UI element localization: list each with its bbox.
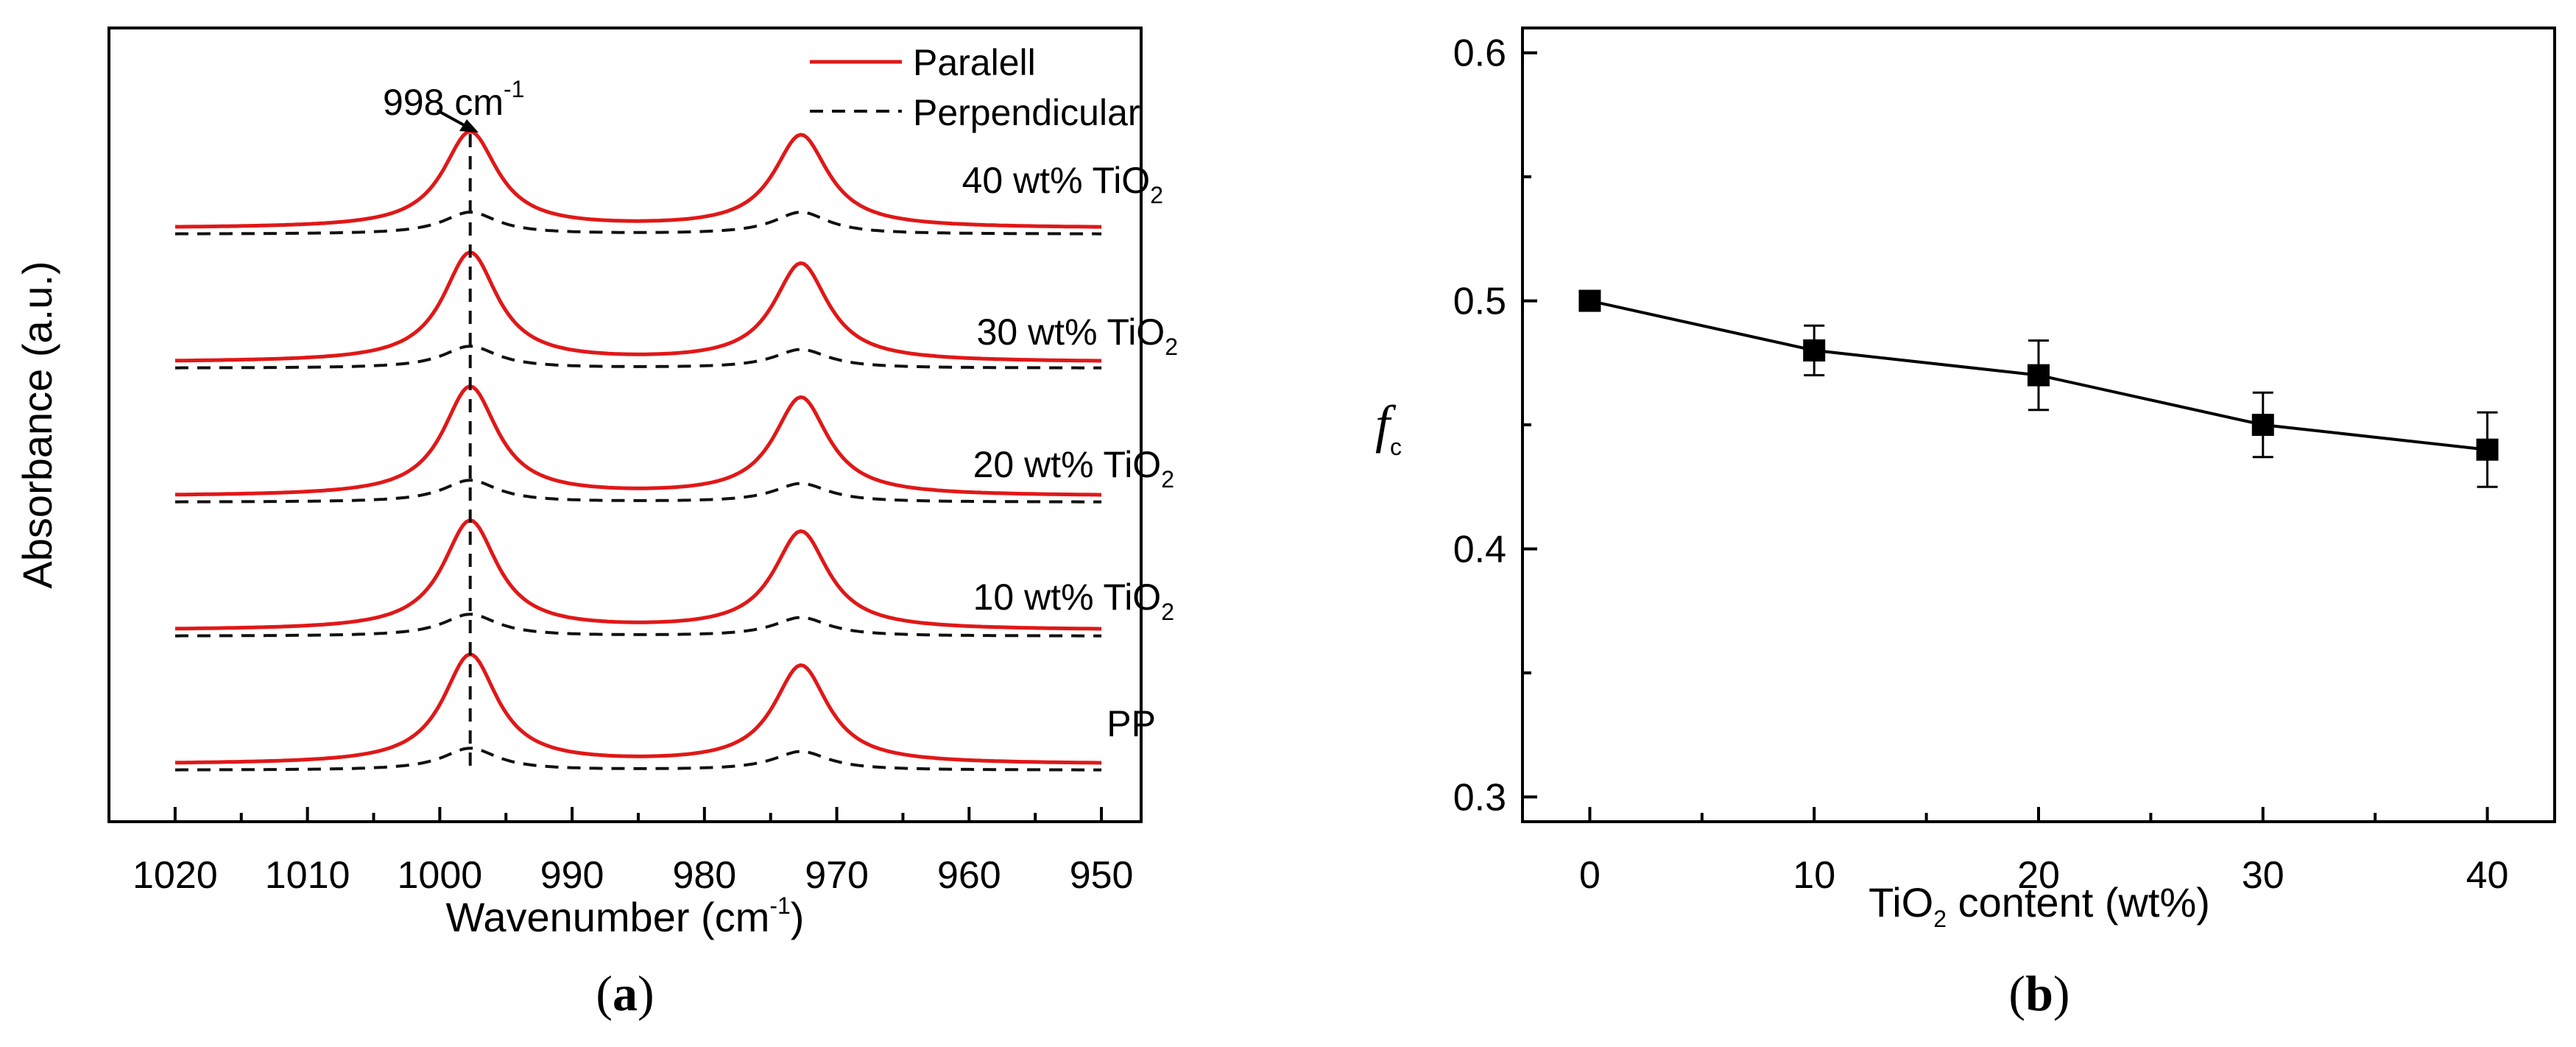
panel-b-x-title-post: content (wt%) [1947, 879, 2210, 926]
panel-b-y-tick-label: 0.3 [1453, 776, 1506, 819]
panel-b-data [1578, 289, 2499, 488]
panel-a-x-tick-label: 1010 [265, 854, 350, 897]
legend-paralell-label: Paralell [913, 42, 1036, 83]
perpendicular-curve [174, 345, 1102, 370]
panel-a-x-axis-title: Wavenumber (cm-1) [446, 892, 805, 940]
data-point-marker [2476, 438, 2499, 461]
parallel-curve [174, 518, 1102, 631]
peak-annotation-sup: -1 [504, 76, 524, 102]
panel-b-label-letter: b [2025, 965, 2053, 1021]
panel-b-ticks: 0 10 20 30 40 0.3 0.4 0.5 0.6 [1453, 32, 2509, 897]
series-label: PP [1107, 703, 1156, 744]
panel-a-label-letter: a [613, 965, 638, 1021]
parallel-curve [174, 384, 1102, 497]
panel-a-curves [174, 130, 1102, 772]
perpendicular-curve [174, 747, 1102, 772]
perpendicular-curve [174, 479, 1102, 504]
perpendicular-curve [174, 613, 1102, 638]
series-label: 10 wt% TiO2 [973, 577, 1174, 625]
panel-b-x-tick-label: 20 [2017, 854, 2060, 897]
perpendicular-curve [174, 211, 1102, 236]
panel-b-y-axis-title: fc [1375, 395, 1402, 460]
panel-b-x-tick-label: 10 [1793, 854, 1835, 897]
series-label: 20 wt% TiO2 [973, 444, 1174, 493]
peak-annotation-main: 998 cm [383, 82, 504, 123]
panel-a-x-tick-label: 990 [540, 854, 604, 897]
panel-b-y-tick-label: 0.4 [1453, 528, 1506, 571]
panel-a-x-tick-label: 950 [1070, 854, 1134, 897]
series-label: 30 wt% TiO2 [977, 311, 1178, 360]
data-point-marker [1803, 339, 1826, 362]
data-point-marker [1578, 289, 1601, 312]
panel-b-x-tick-label: 30 [2242, 854, 2284, 897]
panel-a-x-title-tail: ) [791, 894, 805, 940]
panel-a-x-title-sup: -1 [769, 892, 790, 919]
peak-annotation-text: 998 cm-1 [383, 76, 524, 123]
panel-a-x-tick-label: 980 [672, 854, 736, 897]
panel-b-x-tick-label: 40 [2466, 854, 2509, 897]
panel-a-spectra-chart: 1020 1010 1000 990 980 970 960 950 PP 10 wt% TiO… [14, 27, 1178, 1021]
panel-b-y-tick-label: 0.6 [1453, 32, 1506, 75]
data-point-marker [2251, 414, 2274, 436]
series-label: 40 wt% TiO2 [962, 160, 1163, 208]
panel-b-x-axis-title: TiO2 content (wt%) [1869, 879, 2210, 932]
panel-a-x-ticks: 1020 1010 1000 990 980 970 960 950 [133, 807, 1133, 897]
peak-annotation-arrow-head [459, 119, 479, 133]
panel-b-x-tick-label: 0 [1579, 854, 1601, 897]
panel-b-label: (b) [2008, 965, 2069, 1021]
panel-b-y-tick-label: 0.5 [1453, 281, 1506, 323]
parallel-curve [174, 130, 1102, 229]
data-point-marker [2028, 364, 2050, 387]
legend-perpendicular-label: Perpendicular [913, 92, 1140, 133]
peak-annotation: 998 cm-1 [383, 76, 524, 133]
panel-a-x-title-main: Wavenumber (cm [446, 894, 770, 940]
panel-a-plot-frame [107, 27, 1143, 823]
panel-b-x-title-pre: TiO [1869, 879, 1933, 926]
panel-a-y-axis-title: Absorbance (a.u.) [14, 261, 60, 588]
panel-a-x-tick-label: 970 [805, 854, 869, 897]
panel-a-x-tick-label: 960 [937, 854, 1001, 897]
panel-a-series-labels: PP 10 wt% TiO2 20 wt% TiO2 30 wt% TiO2 40 wt… [962, 160, 1178, 744]
panel-b-x-title-sub: 2 [1933, 906, 1947, 932]
panel-a-x-tick-label: 1000 [398, 854, 483, 897]
parallel-curve [174, 250, 1102, 363]
parallel-curve [174, 652, 1102, 765]
panel-b-plot-frame [1521, 27, 2556, 823]
panel-a-label: (a) [596, 965, 654, 1021]
panel-b-fc-chart: 0 10 20 30 40 0.3 0.4 0.5 0.6 TiO2 content (wt%)… [1375, 27, 2556, 1021]
peak-annotation-arrow-shaft [437, 109, 467, 128]
panel-a-x-tick-label: 1020 [133, 854, 218, 897]
panel-b-y-title-sub: c [1390, 434, 1402, 460]
legend: Paralell Perpendicular [810, 42, 1140, 133]
